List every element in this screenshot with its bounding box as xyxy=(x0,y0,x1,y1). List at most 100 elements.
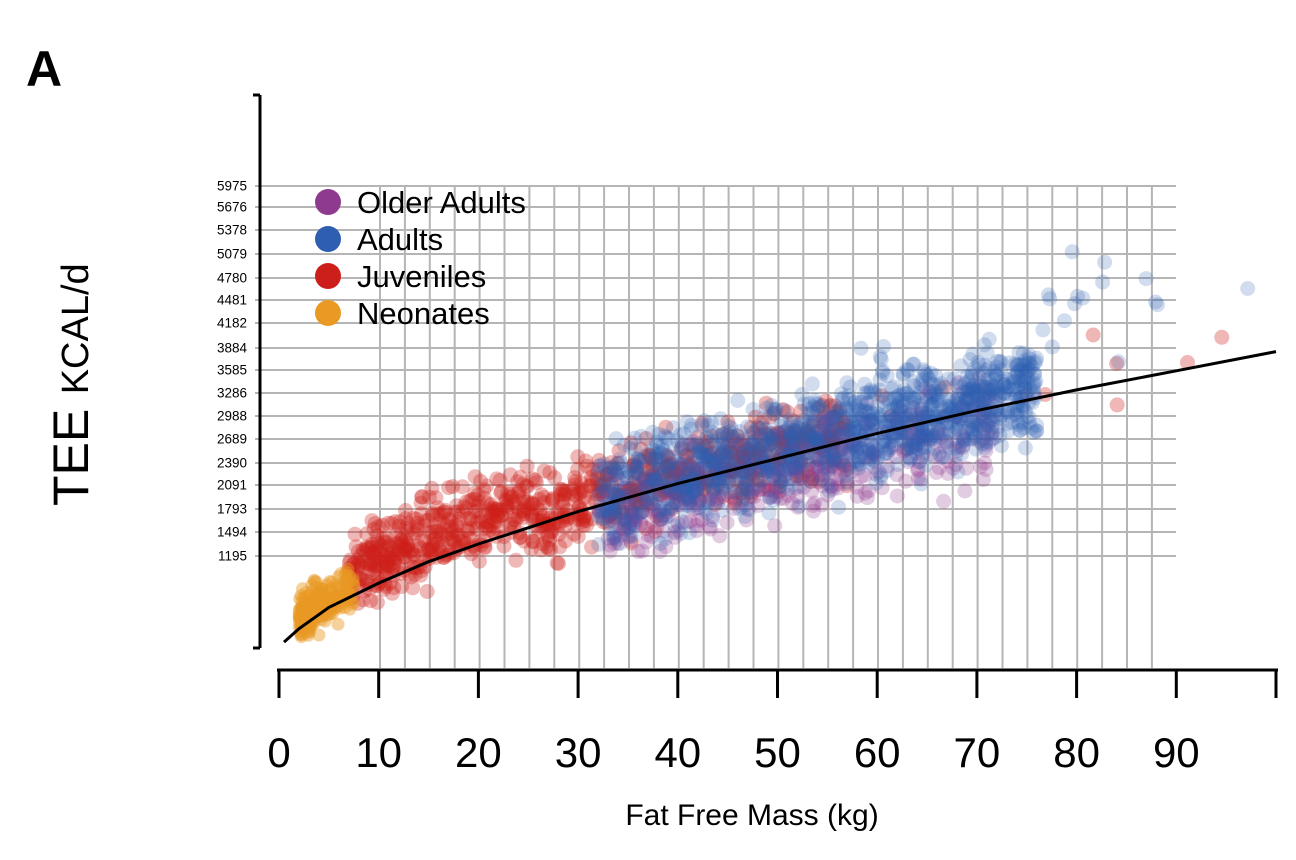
data-point xyxy=(710,495,726,511)
data-point xyxy=(627,510,643,525)
data-point xyxy=(299,607,313,620)
data-point xyxy=(299,604,313,618)
data-point xyxy=(848,419,863,435)
data-point xyxy=(651,505,666,521)
data-point xyxy=(719,515,735,530)
data-point xyxy=(854,441,870,457)
data-point xyxy=(638,520,654,536)
data-point xyxy=(707,496,723,512)
data-point xyxy=(301,619,314,633)
data-point xyxy=(821,448,837,464)
data-point xyxy=(348,569,363,584)
data-point xyxy=(502,486,518,502)
data-point xyxy=(803,473,819,489)
data-point xyxy=(971,357,987,373)
data-point xyxy=(817,445,833,461)
data-point xyxy=(1010,363,1026,379)
data-point xyxy=(694,512,710,528)
data-point xyxy=(684,481,700,497)
data-point xyxy=(590,466,606,482)
data-point xyxy=(444,531,460,547)
data-point xyxy=(832,428,848,444)
data-point xyxy=(572,485,588,501)
data-point xyxy=(786,461,802,477)
data-point xyxy=(598,460,613,476)
data-point xyxy=(444,525,460,541)
data-point xyxy=(525,471,541,487)
data-point xyxy=(858,404,874,420)
data-point xyxy=(898,434,914,450)
data-point xyxy=(865,439,881,455)
data-point xyxy=(496,538,512,554)
data-point xyxy=(777,468,793,484)
data-point xyxy=(708,491,724,507)
data-point xyxy=(599,466,615,482)
data-point xyxy=(338,576,351,590)
data-point xyxy=(724,429,740,444)
data-point xyxy=(599,467,615,483)
data-point xyxy=(866,416,882,431)
data-point xyxy=(927,384,943,399)
data-point xyxy=(825,410,841,426)
data-point xyxy=(760,463,776,479)
data-point xyxy=(896,382,912,398)
data-point xyxy=(1013,372,1028,388)
data-point xyxy=(594,484,610,499)
data-point xyxy=(603,468,619,484)
data-point xyxy=(940,371,956,387)
data-point xyxy=(498,501,514,517)
data-point xyxy=(787,424,803,439)
data-point xyxy=(740,467,756,483)
data-point xyxy=(653,535,668,551)
data-point xyxy=(786,422,802,438)
data-point xyxy=(708,453,724,469)
data-point xyxy=(923,389,939,405)
data-point xyxy=(912,376,928,392)
data-point xyxy=(875,394,891,410)
data-point xyxy=(873,470,889,486)
data-point xyxy=(976,421,992,436)
data-point xyxy=(906,435,922,451)
data-point xyxy=(677,454,693,470)
data-point xyxy=(623,513,639,529)
data-point xyxy=(369,527,385,543)
data-point xyxy=(467,491,483,507)
data-point xyxy=(566,526,582,542)
data-point xyxy=(872,411,888,427)
data-point xyxy=(812,452,828,468)
data-point xyxy=(342,569,356,583)
data-point xyxy=(965,397,981,413)
data-point xyxy=(400,538,416,554)
data-point xyxy=(982,382,998,398)
data-point xyxy=(786,436,802,452)
data-point xyxy=(740,501,756,517)
data-point xyxy=(840,388,856,404)
data-point xyxy=(616,516,632,532)
data-point xyxy=(810,458,826,474)
data-point xyxy=(700,417,716,433)
data-point xyxy=(925,397,941,413)
data-point xyxy=(936,493,952,509)
data-point xyxy=(733,450,748,466)
data-point xyxy=(323,607,337,621)
data-point xyxy=(667,441,683,457)
data-point xyxy=(866,384,882,400)
data-point xyxy=(656,464,672,480)
data-point xyxy=(766,431,782,447)
data-point xyxy=(836,458,852,473)
data-point xyxy=(986,364,1002,379)
data-point xyxy=(624,508,640,524)
data-point xyxy=(768,489,784,504)
data-point xyxy=(418,513,434,529)
data-point xyxy=(884,439,900,455)
data-point xyxy=(843,444,859,460)
data-point xyxy=(593,477,609,493)
data-point xyxy=(754,415,770,431)
data-point xyxy=(776,430,792,446)
data-point xyxy=(964,422,980,438)
data-point xyxy=(923,432,938,448)
data-point xyxy=(645,498,661,514)
data-point xyxy=(977,393,992,408)
data-point xyxy=(750,419,766,435)
data-point xyxy=(357,572,373,588)
